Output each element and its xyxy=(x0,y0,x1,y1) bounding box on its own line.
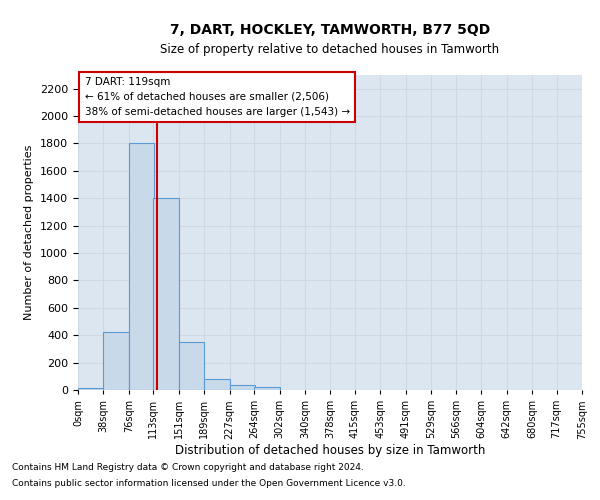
Bar xyxy=(179,342,204,390)
Bar xyxy=(154,198,179,390)
Text: Contains public sector information licensed under the Open Government Licence v3: Contains public sector information licen… xyxy=(12,478,406,488)
Text: Size of property relative to detached houses in Tamworth: Size of property relative to detached ho… xyxy=(160,42,500,56)
Bar xyxy=(254,388,280,390)
Bar xyxy=(230,385,255,390)
Text: Contains HM Land Registry data © Crown copyright and database right 2024.: Contains HM Land Registry data © Crown c… xyxy=(12,464,364,472)
Bar xyxy=(103,332,129,390)
Bar xyxy=(204,379,230,390)
Text: 7, DART, HOCKLEY, TAMWORTH, B77 5QD: 7, DART, HOCKLEY, TAMWORTH, B77 5QD xyxy=(170,22,490,36)
Text: 7 DART: 119sqm
← 61% of detached houses are smaller (2,506)
38% of semi-detached: 7 DART: 119sqm ← 61% of detached houses … xyxy=(85,77,350,116)
X-axis label: Distribution of detached houses by size in Tamworth: Distribution of detached houses by size … xyxy=(175,444,485,457)
Bar xyxy=(129,144,154,390)
Y-axis label: Number of detached properties: Number of detached properties xyxy=(25,145,34,320)
Bar xyxy=(78,388,103,390)
